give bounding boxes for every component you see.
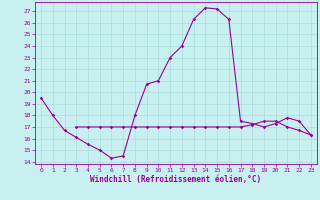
X-axis label: Windchill (Refroidissement éolien,°C): Windchill (Refroidissement éolien,°C) [91,175,261,184]
